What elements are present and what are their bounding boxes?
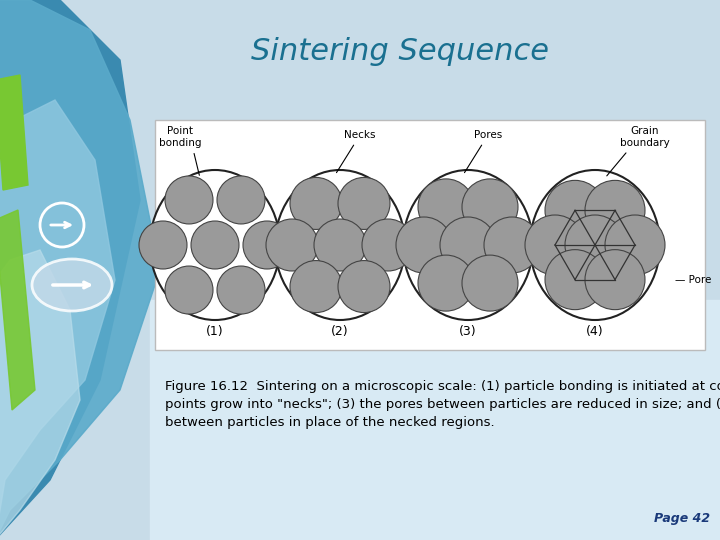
Polygon shape [0,0,160,540]
Circle shape [165,266,213,314]
Circle shape [585,180,645,240]
Polygon shape [0,100,115,540]
Polygon shape [0,0,140,540]
Text: between particles in place of the necked regions.: between particles in place of the necked… [165,416,495,429]
Circle shape [139,221,187,269]
Bar [150,300,720,540]
Circle shape [565,215,625,275]
Bar [155,120,705,350]
Circle shape [462,255,518,311]
Text: — Pore: — Pore [657,271,711,285]
Ellipse shape [275,170,405,320]
Polygon shape [0,210,35,410]
Polygon shape [0,75,28,190]
Circle shape [462,179,518,235]
Text: (2): (2) [331,326,348,339]
Ellipse shape [32,259,112,311]
Ellipse shape [530,170,660,320]
Circle shape [338,178,390,230]
Circle shape [217,266,265,314]
Text: Point
bonding: Point bonding [158,126,202,176]
Circle shape [396,217,452,273]
Circle shape [191,221,239,269]
Circle shape [314,219,366,271]
Text: points grow into "necks"; (3) the pores between particles are reduced in size; a: points grow into "necks"; (3) the pores … [165,398,720,411]
Ellipse shape [150,170,280,320]
Circle shape [290,261,342,313]
Text: (3): (3) [459,326,477,339]
Circle shape [418,255,474,311]
Circle shape [585,249,645,309]
Circle shape [165,176,213,224]
Text: Pores: Pores [464,130,502,173]
Circle shape [362,219,414,271]
Text: (4): (4) [586,326,604,339]
Text: Necks: Necks [336,130,376,173]
Circle shape [266,219,318,271]
Circle shape [418,179,474,235]
Text: Page 42: Page 42 [654,512,710,525]
Text: (1): (1) [206,326,224,339]
Circle shape [545,249,605,309]
Circle shape [290,178,342,230]
Circle shape [217,176,265,224]
Text: Sintering Sequence: Sintering Sequence [251,37,549,66]
Ellipse shape [403,170,533,320]
Text: Figure 16.12  Sintering on a microscopic scale: (1) particle bonding is initiate: Figure 16.12 Sintering on a microscopic … [165,380,720,393]
Circle shape [605,215,665,275]
Circle shape [440,217,496,273]
Text: Grain
boundary: Grain boundary [607,126,670,176]
Circle shape [525,215,585,275]
Circle shape [243,221,291,269]
Polygon shape [0,250,80,540]
Circle shape [338,261,390,313]
Circle shape [545,180,605,240]
Circle shape [484,217,540,273]
